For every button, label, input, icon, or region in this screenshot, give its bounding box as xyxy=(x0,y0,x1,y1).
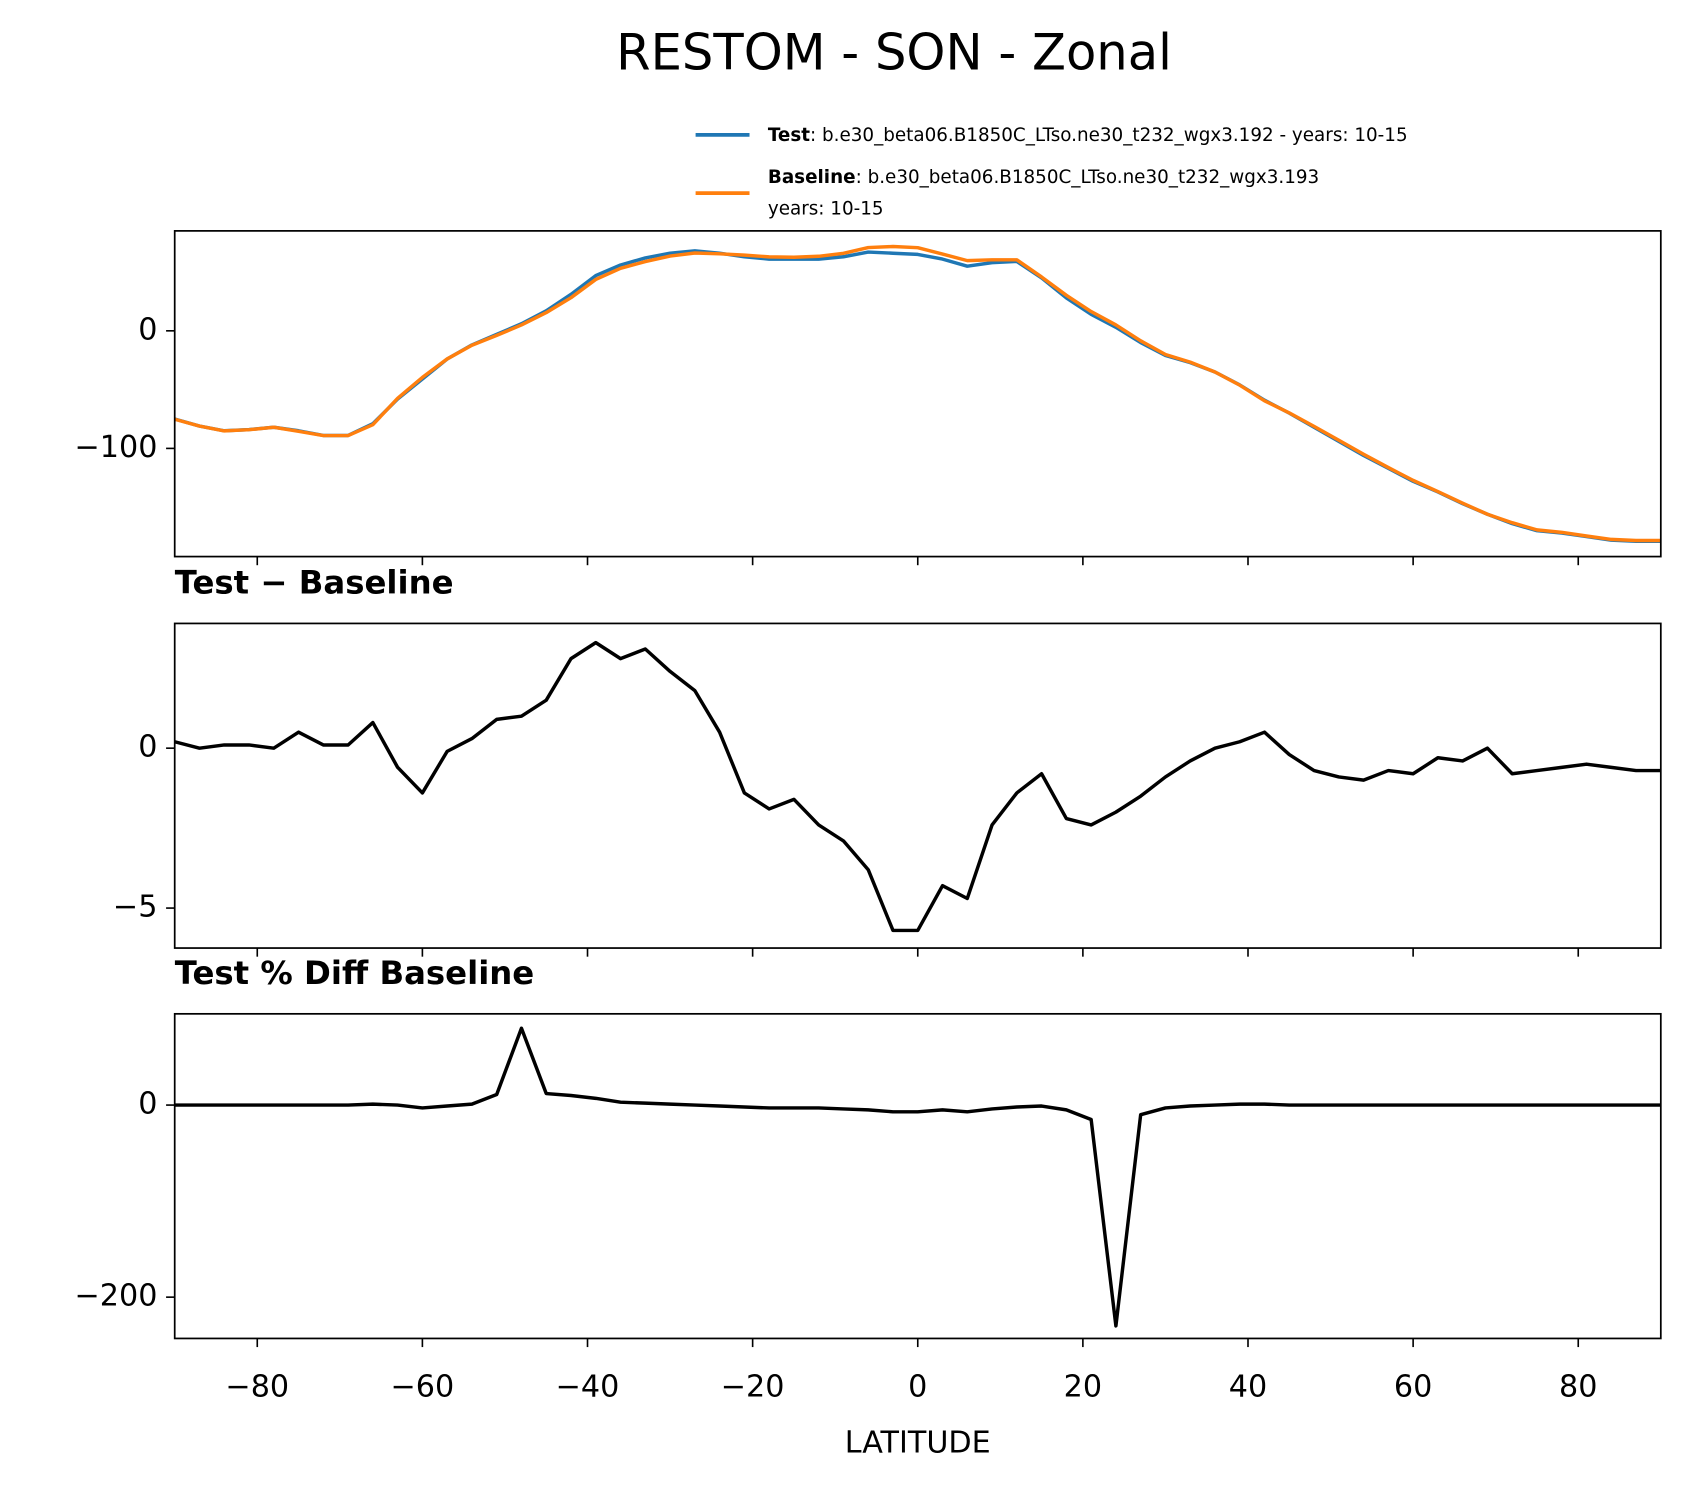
series-line xyxy=(174,1026,1661,1328)
y-tick-label: 0 xyxy=(138,1087,157,1122)
legend-description: years: 10-15 xyxy=(768,198,884,219)
legend-name: Test xyxy=(768,125,810,146)
y-tick-label: −200 xyxy=(75,1279,158,1314)
y-tick-label: 0 xyxy=(138,312,157,347)
y-tick-label: −5 xyxy=(113,890,158,925)
plot-frame xyxy=(173,622,1662,949)
x-tick-label: 80 xyxy=(1559,1370,1597,1405)
x-tick-label: −80 xyxy=(225,1370,289,1405)
x-tick-label: −20 xyxy=(721,1370,785,1405)
subplot-title: Test % Diff Baseline xyxy=(175,954,535,992)
chart-title: RESTOM - SON - Zonal xyxy=(616,24,1172,82)
x-tick-label: 20 xyxy=(1064,1370,1102,1405)
x-tick-label: −40 xyxy=(556,1370,620,1405)
x-tick-label: −60 xyxy=(391,1370,455,1405)
x-tick-label: 0 xyxy=(908,1370,927,1405)
legend-label: Test: b.e30_beta06.B1850C_LTso.ne30_t232… xyxy=(768,125,1408,146)
series-line xyxy=(174,640,1661,933)
legend-description: : b.e30_beta06.B1850C_LTso.ne30_t232_wgx… xyxy=(810,125,1408,146)
subplot-title: Test − Baseline xyxy=(175,564,454,602)
series-line xyxy=(174,244,1661,543)
legend-name: Baseline xyxy=(768,167,856,188)
y-tick-label: 0 xyxy=(138,730,157,765)
x-tick-label: 60 xyxy=(1394,1370,1432,1405)
legend-description: : b.e30_beta06.B1850C_LTso.ne30_t232_wgx… xyxy=(856,167,1320,188)
x-axis-label: LATITUDE xyxy=(845,1426,991,1461)
plot-frame xyxy=(173,1012,1662,1340)
y-tick-label: −100 xyxy=(75,430,158,465)
x-tick-label: 40 xyxy=(1229,1370,1267,1405)
legend-label: Baseline: b.e30_beta06.B1850C_LTso.ne30_… xyxy=(768,167,1319,188)
plot-frame xyxy=(173,230,1662,558)
